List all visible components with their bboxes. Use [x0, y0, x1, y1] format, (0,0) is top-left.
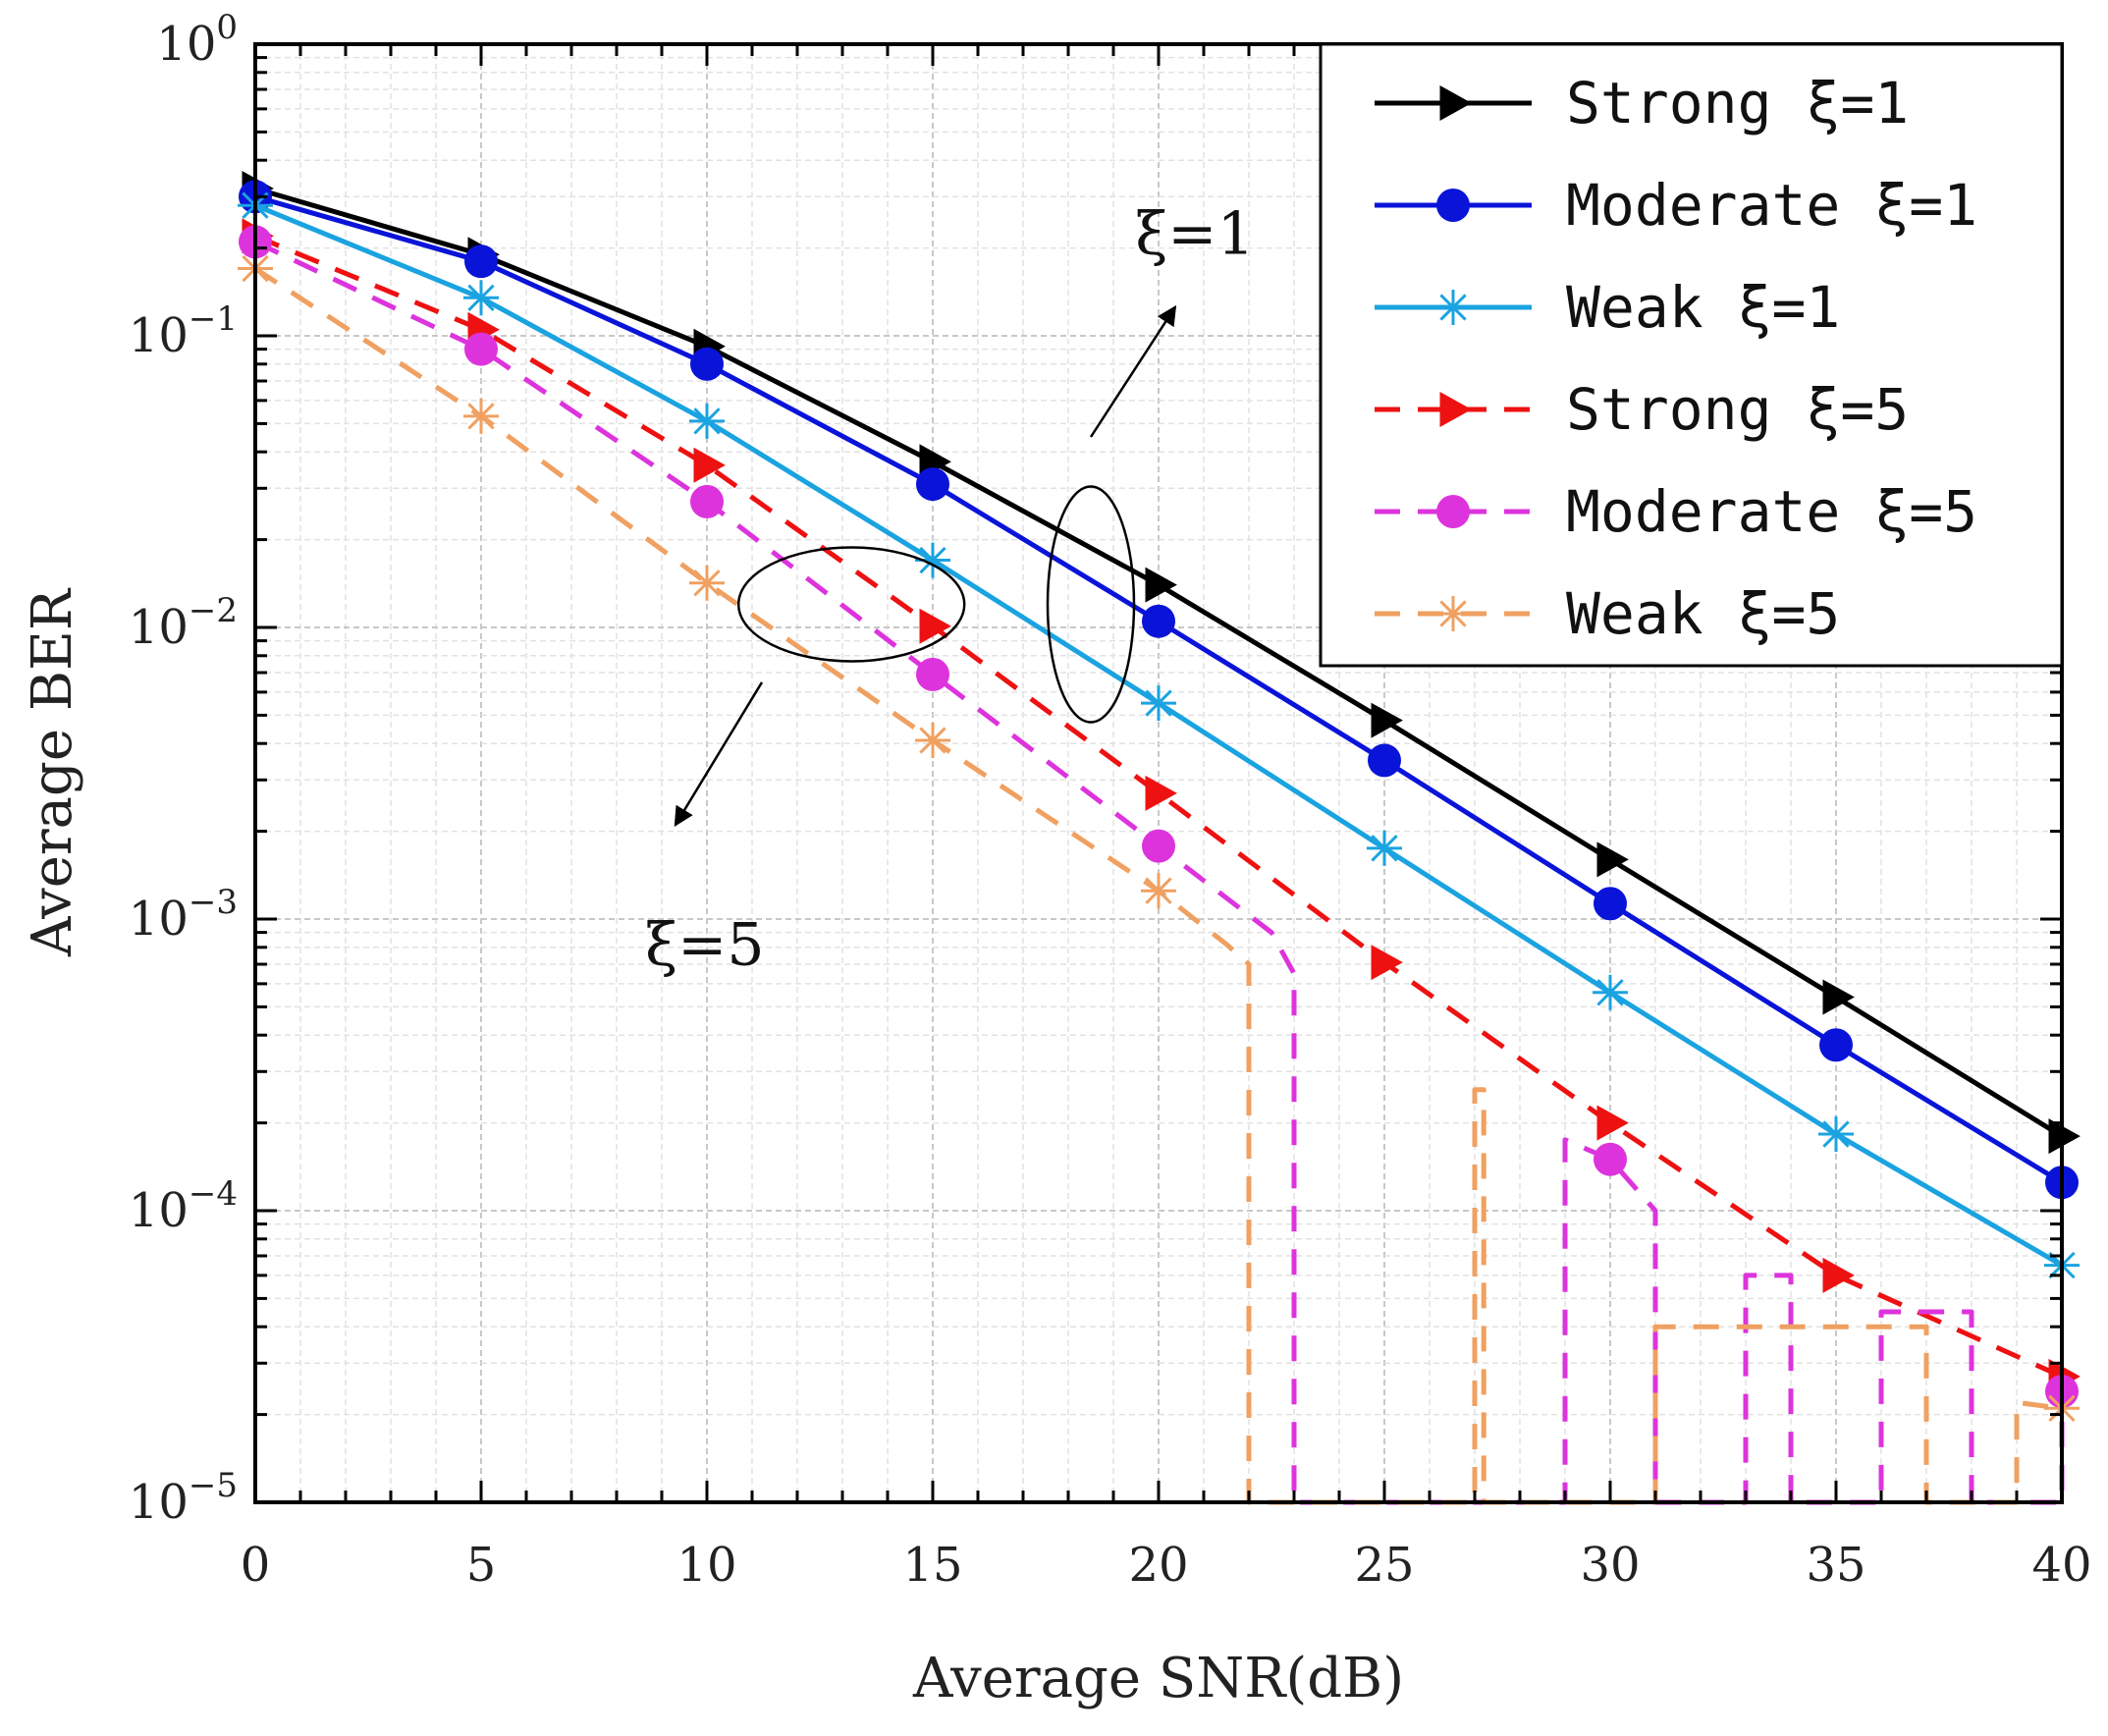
data-point — [1141, 685, 1176, 722]
annotation-arrow-xi5 — [674, 681, 764, 828]
y-tick-label: 10−5 — [129, 1466, 238, 1530]
legend-label: Weak ξ=1 — [1566, 274, 1840, 341]
legend-item-4: Moderate ξ=5 — [1375, 478, 1977, 545]
x-tick-label: 30 — [1580, 1538, 1640, 1593]
data-point — [689, 403, 725, 439]
data-point — [690, 347, 724, 381]
annotation-label-xi1: ξ=1 — [1135, 199, 1255, 268]
series-layer — [238, 170, 2081, 1505]
x-axis-title: Average SNR(dB) — [912, 1647, 1404, 1710]
annotation-arrow-xi1 — [1089, 304, 1177, 438]
data-point — [464, 332, 498, 366]
x-tick-label: 20 — [1128, 1538, 1188, 1593]
annotations: ξ=1 ξ=5 — [645, 199, 1255, 979]
legend-label: Weak ξ=5 — [1566, 580, 1840, 647]
data-point — [464, 244, 498, 279]
data-point — [1145, 567, 1177, 603]
series-1 — [239, 180, 2079, 1200]
annotation-label-xi5: ξ=5 — [645, 910, 765, 979]
legend: Strong ξ=1 Moderate ξ=1 Weak ξ=1 Strong ξ=5… — [1319, 42, 2064, 668]
data-point — [693, 447, 726, 483]
data-point — [463, 398, 499, 434]
data-point — [915, 723, 950, 759]
legend-swatch-marker — [1439, 85, 1472, 121]
data-point — [916, 467, 949, 502]
data-point — [1596, 841, 1629, 878]
x-tick-label: 35 — [1806, 1538, 1865, 1593]
legend-swatch-marker — [1436, 495, 1470, 528]
data-point — [1142, 829, 1175, 863]
legend-swatch-marker — [1435, 290, 1471, 325]
x-tick-label: 25 — [1354, 1538, 1414, 1593]
data-point — [1368, 743, 1401, 778]
data-point — [1596, 1105, 1629, 1141]
data-point — [1142, 604, 1175, 638]
data-point — [1371, 702, 1403, 738]
legend-item-5: Weak ξ=5 — [1375, 580, 1840, 647]
y-tick-label: 100 — [156, 8, 238, 72]
legend-item-1: Moderate ξ=1 — [1375, 172, 1977, 239]
legend-label: Moderate ξ=5 — [1566, 478, 1977, 545]
data-point — [463, 280, 499, 316]
legend-item-2: Weak ξ=1 — [1375, 274, 1840, 341]
legend-swatch-marker — [1435, 596, 1471, 631]
tick-labels: 0 5 10 15 20 25 30 35 40 100 10−1 10−2 10−3 10−4 10−5 — [129, 8, 2092, 1593]
y-tick-label: 10−4 — [129, 1174, 238, 1238]
data-point — [1822, 979, 1855, 1015]
data-point — [689, 565, 725, 601]
x-tick-label: 10 — [676, 1538, 736, 1593]
series-line — [253, 240, 2065, 1505]
x-tick-label: 15 — [902, 1538, 962, 1593]
data-point — [919, 608, 951, 644]
data-point — [1367, 830, 1402, 866]
y-tick-label: 10−1 — [129, 299, 238, 363]
data-point — [1371, 945, 1403, 981]
legend-swatch-marker — [1439, 392, 1472, 427]
x-tick-label: 5 — [466, 1538, 497, 1593]
y-axis-title: Average BER — [21, 587, 84, 957]
data-point — [2048, 1118, 2081, 1155]
data-point — [690, 484, 724, 518]
data-point — [1145, 775, 1177, 811]
data-point — [1141, 873, 1176, 909]
x-tick-label: 0 — [241, 1538, 271, 1593]
series-2 — [238, 188, 2080, 1283]
legend-box — [1319, 42, 2064, 668]
data-point — [1594, 887, 1627, 921]
legend-label: Strong ξ=5 — [1566, 376, 1909, 443]
data-point — [1818, 1116, 1854, 1153]
legend-item-0: Strong ξ=1 — [1375, 70, 1909, 136]
legend-swatch-marker — [1436, 189, 1470, 222]
data-point — [916, 657, 949, 691]
y-tick-label: 10−3 — [129, 883, 238, 947]
data-point — [1593, 974, 1628, 1010]
annotation-ellipse-xi1 — [1046, 485, 1136, 724]
legend-item-3: Strong ξ=5 — [1375, 376, 1909, 443]
y-tick-label: 10−2 — [129, 591, 238, 655]
data-point — [1822, 1257, 1855, 1293]
legend-label: Moderate ξ=1 — [1566, 172, 1977, 239]
data-point — [1594, 1142, 1627, 1176]
annotation-ellipse-xi5 — [736, 546, 966, 663]
x-tick-label: 40 — [2031, 1538, 2091, 1593]
legend-label: Strong ξ=1 — [1566, 70, 1909, 136]
data-point — [1819, 1028, 1853, 1062]
